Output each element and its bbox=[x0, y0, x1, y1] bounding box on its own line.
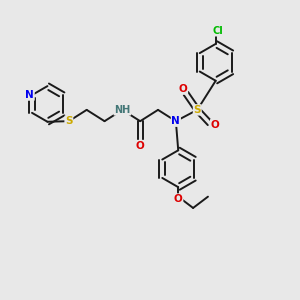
Text: N: N bbox=[25, 90, 34, 100]
Text: O: O bbox=[211, 120, 220, 130]
Text: O: O bbox=[174, 194, 183, 204]
Text: N: N bbox=[172, 116, 180, 126]
Text: S: S bbox=[65, 116, 73, 126]
Text: S: S bbox=[194, 105, 201, 115]
Text: O: O bbox=[136, 140, 145, 151]
Text: NH: NH bbox=[114, 105, 130, 115]
Text: O: O bbox=[178, 84, 188, 94]
Text: Cl: Cl bbox=[213, 26, 224, 36]
